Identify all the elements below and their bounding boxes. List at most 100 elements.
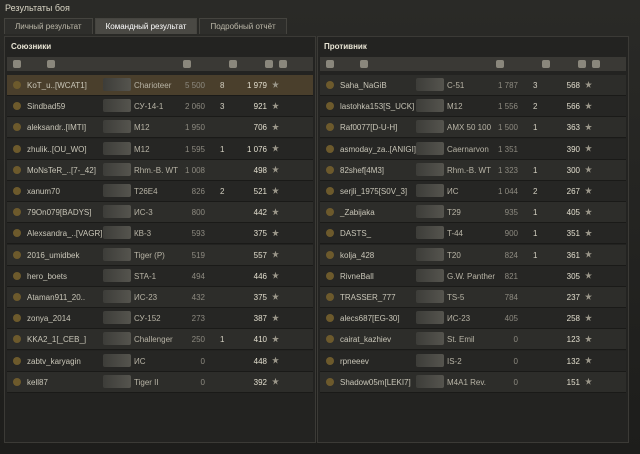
player-row[interactable]: xanum70 T26E4 826 2 521: [7, 181, 313, 202]
tank-icon: [416, 205, 444, 219]
player-row[interactable]: kell87 Tiger II 0 392: [7, 371, 313, 393]
tank-icon: [416, 99, 444, 113]
frags: 3: [220, 102, 225, 112]
player-name: aleksandr..[IMTI]: [27, 123, 87, 133]
tab-bar: Личный результат Командный результат Подро…: [4, 18, 289, 34]
player-row[interactable]: zhulik..[OU_WO] M12 1 595 1 1 076: [7, 138, 313, 160]
player-row[interactable]: Ataman911_20.. ИС-23 432 375: [7, 287, 313, 308]
damage: 1 500: [497, 123, 518, 133]
tank-name: ИС-23: [134, 293, 158, 302]
tab[interactable]: Командный результат: [94, 18, 198, 34]
tank-name: M12: [447, 102, 463, 112]
xp-star: [272, 123, 279, 131]
tank-icon: [103, 184, 131, 197]
player-name: KoT_u..[WCAT1]: [27, 81, 87, 90]
tank-name: IS-2: [447, 356, 462, 366]
player-badge: [326, 250, 334, 259]
tank-icon: [103, 78, 131, 91]
player-row[interactable]: DASTS_ T-44 900 1 351: [320, 223, 626, 245]
tab[interactable]: Личный результат: [4, 18, 93, 34]
tank-name: M4A1 Rev.: [447, 377, 486, 387]
player-name: kell87: [27, 377, 48, 387]
player-row[interactable]: cairat_kazhiev St. Emil 0 123: [320, 329, 626, 351]
frags: 2: [220, 187, 225, 196]
team-panel: Противник Saha_NaGiB С-51 1 787 3 568 lastohka…: [317, 36, 629, 443]
player-badge: [326, 314, 334, 323]
damage: 432: [191, 293, 205, 302]
damage: 0: [513, 377, 518, 387]
team-title: Противник: [324, 42, 367, 51]
player-badge: [326, 81, 334, 89]
experience: 498: [253, 165, 267, 175]
frags: 1: [533, 165, 538, 175]
damage: 821: [504, 271, 518, 281]
player-row[interactable]: hero_boets STA-1 494 446: [7, 265, 313, 287]
player-row[interactable]: Shadow05m[LEKI7] M4A1 Rev. 0 151: [320, 371, 626, 393]
player-row[interactable]: RivneBall G.W. Panther 821 305: [320, 265, 626, 287]
frags: 1: [220, 335, 225, 345]
xp-star: [272, 229, 279, 237]
player-row[interactable]: Sindbad59 СУ-14-1 2 060 3 921: [7, 96, 313, 118]
tank-icon: [103, 205, 131, 219]
player-row[interactable]: KKA2_1[_CEB_] Challenger 250 1 410: [7, 329, 313, 351]
experience: 706: [253, 123, 267, 133]
experience: 446: [253, 271, 267, 281]
player-row[interactable]: zabtv_karyagin ИС 0 448: [7, 350, 313, 372]
xp-star: [585, 335, 592, 343]
player-row[interactable]: Saha_NaGiB С-51 1 787 3 568: [320, 75, 626, 96]
player-row[interactable]: 2016_umidbek Tiger (P) 519 557: [7, 244, 313, 266]
player-name: Ataman911_20..: [27, 293, 86, 302]
player-badge: [326, 229, 334, 238]
player-row[interactable]: serjli_1975[S0V_3] ИС 1 044 2 267: [320, 181, 626, 202]
tank-name: Charioteer: [134, 81, 172, 90]
player-name: Shadow05m[LEKI7]: [340, 377, 411, 387]
player-row[interactable]: alecs687[EG-30] ИС-23 405 258: [320, 308, 626, 330]
tab[interactable]: Подробный отчёт: [199, 18, 287, 34]
player-row[interactable]: 82shef[4M3] Rhm.-B. WT 1 323 1 300: [320, 159, 626, 181]
player-badge: [13, 123, 21, 132]
player-row[interactable]: Alexsandra_..[VAGR] КВ-3 593 375: [7, 223, 313, 245]
xp-star: [585, 314, 592, 322]
experience: 151: [566, 377, 580, 387]
player-row[interactable]: rpneeev IS-2 0 132: [320, 350, 626, 372]
tank-icon: [103, 374, 131, 388]
tank-icon: [416, 120, 444, 134]
damage: 900: [504, 229, 518, 239]
player-row[interactable]: kolja_428 T20 824 1 361: [320, 244, 626, 266]
tank-icon: [103, 141, 131, 155]
column-icon: [229, 60, 237, 68]
experience: 375: [253, 229, 267, 239]
player-name: DASTS_: [340, 229, 372, 239]
xp-star: [272, 165, 279, 173]
tank-icon: [103, 247, 131, 261]
damage: 1 008: [184, 165, 205, 175]
player-name: TRASSER_777: [340, 293, 396, 302]
player-row[interactable]: KoT_u..[WCAT1] Charioteer 5 500 8 1 979: [7, 75, 313, 96]
experience: 521: [253, 187, 267, 196]
player-name: MoNsTeR_..[7-_42]: [27, 165, 96, 175]
experience: 1 979: [246, 81, 267, 90]
damage: 1 787: [497, 81, 518, 90]
player-row[interactable]: MoNsTeR_..[7-_42] Rhm.-B. WT 1 008 498: [7, 159, 313, 181]
experience: 361: [566, 250, 580, 260]
team-panel: Союзники KoT_u..[WCAT1] Charioteer 5 500 8 1 …: [4, 36, 316, 443]
tank-name: TS-5: [447, 293, 465, 302]
damage: 1 950: [184, 123, 205, 133]
player-row[interactable]: zonya_2014 СУ-152 273 387: [7, 308, 313, 330]
tank-name: Rhm.-B. WT: [134, 165, 178, 175]
player-row[interactable]: asmoday_za..[ANIGI] Caernarvon 1 351 390: [320, 138, 626, 160]
tank-icon: [103, 120, 131, 134]
player-row[interactable]: aleksandr..[IMTI] M12 1 950 706: [7, 117, 313, 139]
player-row[interactable]: Raf0077[D-U-H] AMX 50 100 1 500 1 363: [320, 117, 626, 139]
player-badge: [13, 208, 21, 217]
xp-star: [272, 250, 279, 258]
player-row[interactable]: TRASSER_777 TS-5 784 237: [320, 287, 626, 308]
damage: 5 500: [184, 81, 205, 90]
player-row[interactable]: lastohka153[S_UCK] M12 1 556 2 566: [320, 96, 626, 118]
column-icon: [542, 60, 550, 68]
player-row[interactable]: _Zabijaka T29 935 1 405: [320, 202, 626, 224]
player-badge: [13, 250, 21, 259]
player-badge: [13, 356, 21, 365]
player-row[interactable]: 79On079[BADYS] ИС-3 800 442: [7, 202, 313, 224]
